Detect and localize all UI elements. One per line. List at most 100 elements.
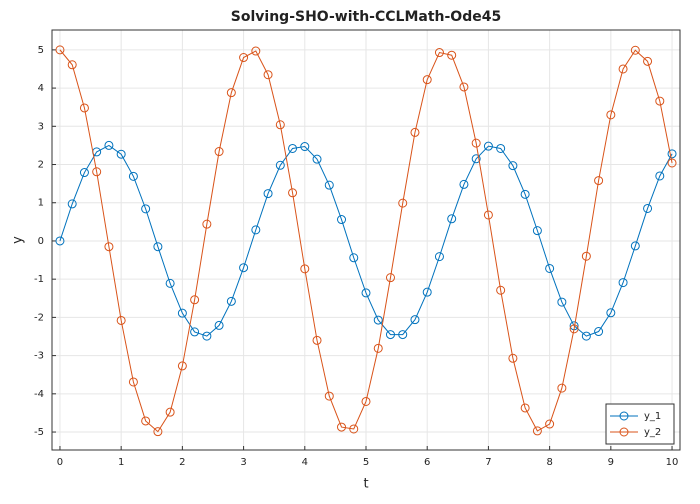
data-point [532,226,542,236]
data-point [410,127,420,137]
data-point [300,142,310,152]
data-point [177,308,187,318]
data-point [202,331,212,341]
data-point [471,138,481,148]
data-point [361,396,371,406]
data-point [398,330,408,340]
data-point [288,188,298,198]
data-point [459,82,469,92]
plot-frame [51,29,681,451]
data-point [79,168,89,178]
y-tick-label: 5 [38,45,44,56]
data-point [508,353,518,363]
x-tick-label: 0 [57,457,63,468]
data-point [92,167,102,177]
data-point [288,143,298,153]
series-line [59,49,673,433]
x-tick-label: 7 [485,457,491,468]
data-point [643,56,653,66]
y-tick-label: -5 [34,427,44,438]
data-point [667,149,677,159]
data-point [594,176,604,186]
data-point [483,210,493,220]
data-point [312,154,322,164]
data-point [532,426,542,436]
data-point [128,377,138,387]
data-point [520,403,530,413]
data-point [190,295,200,305]
data-point [251,225,261,235]
data-point [569,324,579,334]
data-point [410,315,420,325]
data-point [447,214,457,224]
y-tick-label: 2 [38,160,44,171]
data-point [141,204,151,214]
data-point [373,343,383,353]
data-point [337,422,347,432]
legend: y_1y_2 [605,403,675,445]
x-tick-label: 5 [363,457,369,468]
data-point [422,287,432,297]
data-point [55,236,65,246]
data-point [545,419,555,429]
y-tick-label: 1 [38,198,44,209]
data-point [312,335,322,345]
data-point [79,103,89,113]
data-point [165,278,175,288]
data-point [606,110,616,120]
data-point [165,407,175,417]
y-tick-label: -4 [34,389,44,400]
y-tick-label: 3 [38,121,44,132]
legend-marker [619,427,629,437]
data-point [508,161,518,171]
data-point [349,424,359,434]
data-point [337,215,347,225]
y-tick-label: -3 [34,351,44,362]
data-point [275,120,285,130]
data-point [116,315,126,325]
data-point [471,154,481,164]
y-tick-label: 4 [38,83,44,94]
data-point [373,315,383,325]
data-point [496,143,506,153]
data-point [141,416,151,426]
data-point [434,252,444,262]
data-point [655,171,665,181]
x-tick-label: 1 [118,457,124,468]
legend-box [605,403,675,445]
data-point [606,308,616,318]
x-tick-label: 6 [424,457,430,468]
y-tick-label: -1 [34,274,44,285]
y-tick-label: -2 [34,312,44,323]
legend-label: y_2 [644,427,661,438]
data-point [239,263,249,273]
legend-label: y_1 [644,411,661,422]
data-point [459,179,469,189]
data-point [557,297,567,307]
data-point [214,320,224,330]
data-point [520,189,530,199]
x-tick-label: 10 [666,457,679,468]
data-point [398,198,408,208]
data-point [385,330,395,340]
y-tick-label: 0 [38,236,44,247]
data-point [324,180,334,190]
data-point [275,160,285,170]
data-point [153,242,163,252]
data-point [361,288,371,298]
data-point [190,327,200,337]
data-point [177,361,187,371]
data-point [55,45,65,55]
data-point [545,263,555,273]
x-tick-label: 2 [179,457,185,468]
data-point [557,383,567,393]
data-point [104,242,114,252]
data-point [263,189,273,199]
data-point [422,75,432,85]
data-point [67,60,77,70]
data-point [153,427,163,437]
data-point [447,50,457,60]
data-point [104,140,114,150]
data-point [667,158,677,168]
